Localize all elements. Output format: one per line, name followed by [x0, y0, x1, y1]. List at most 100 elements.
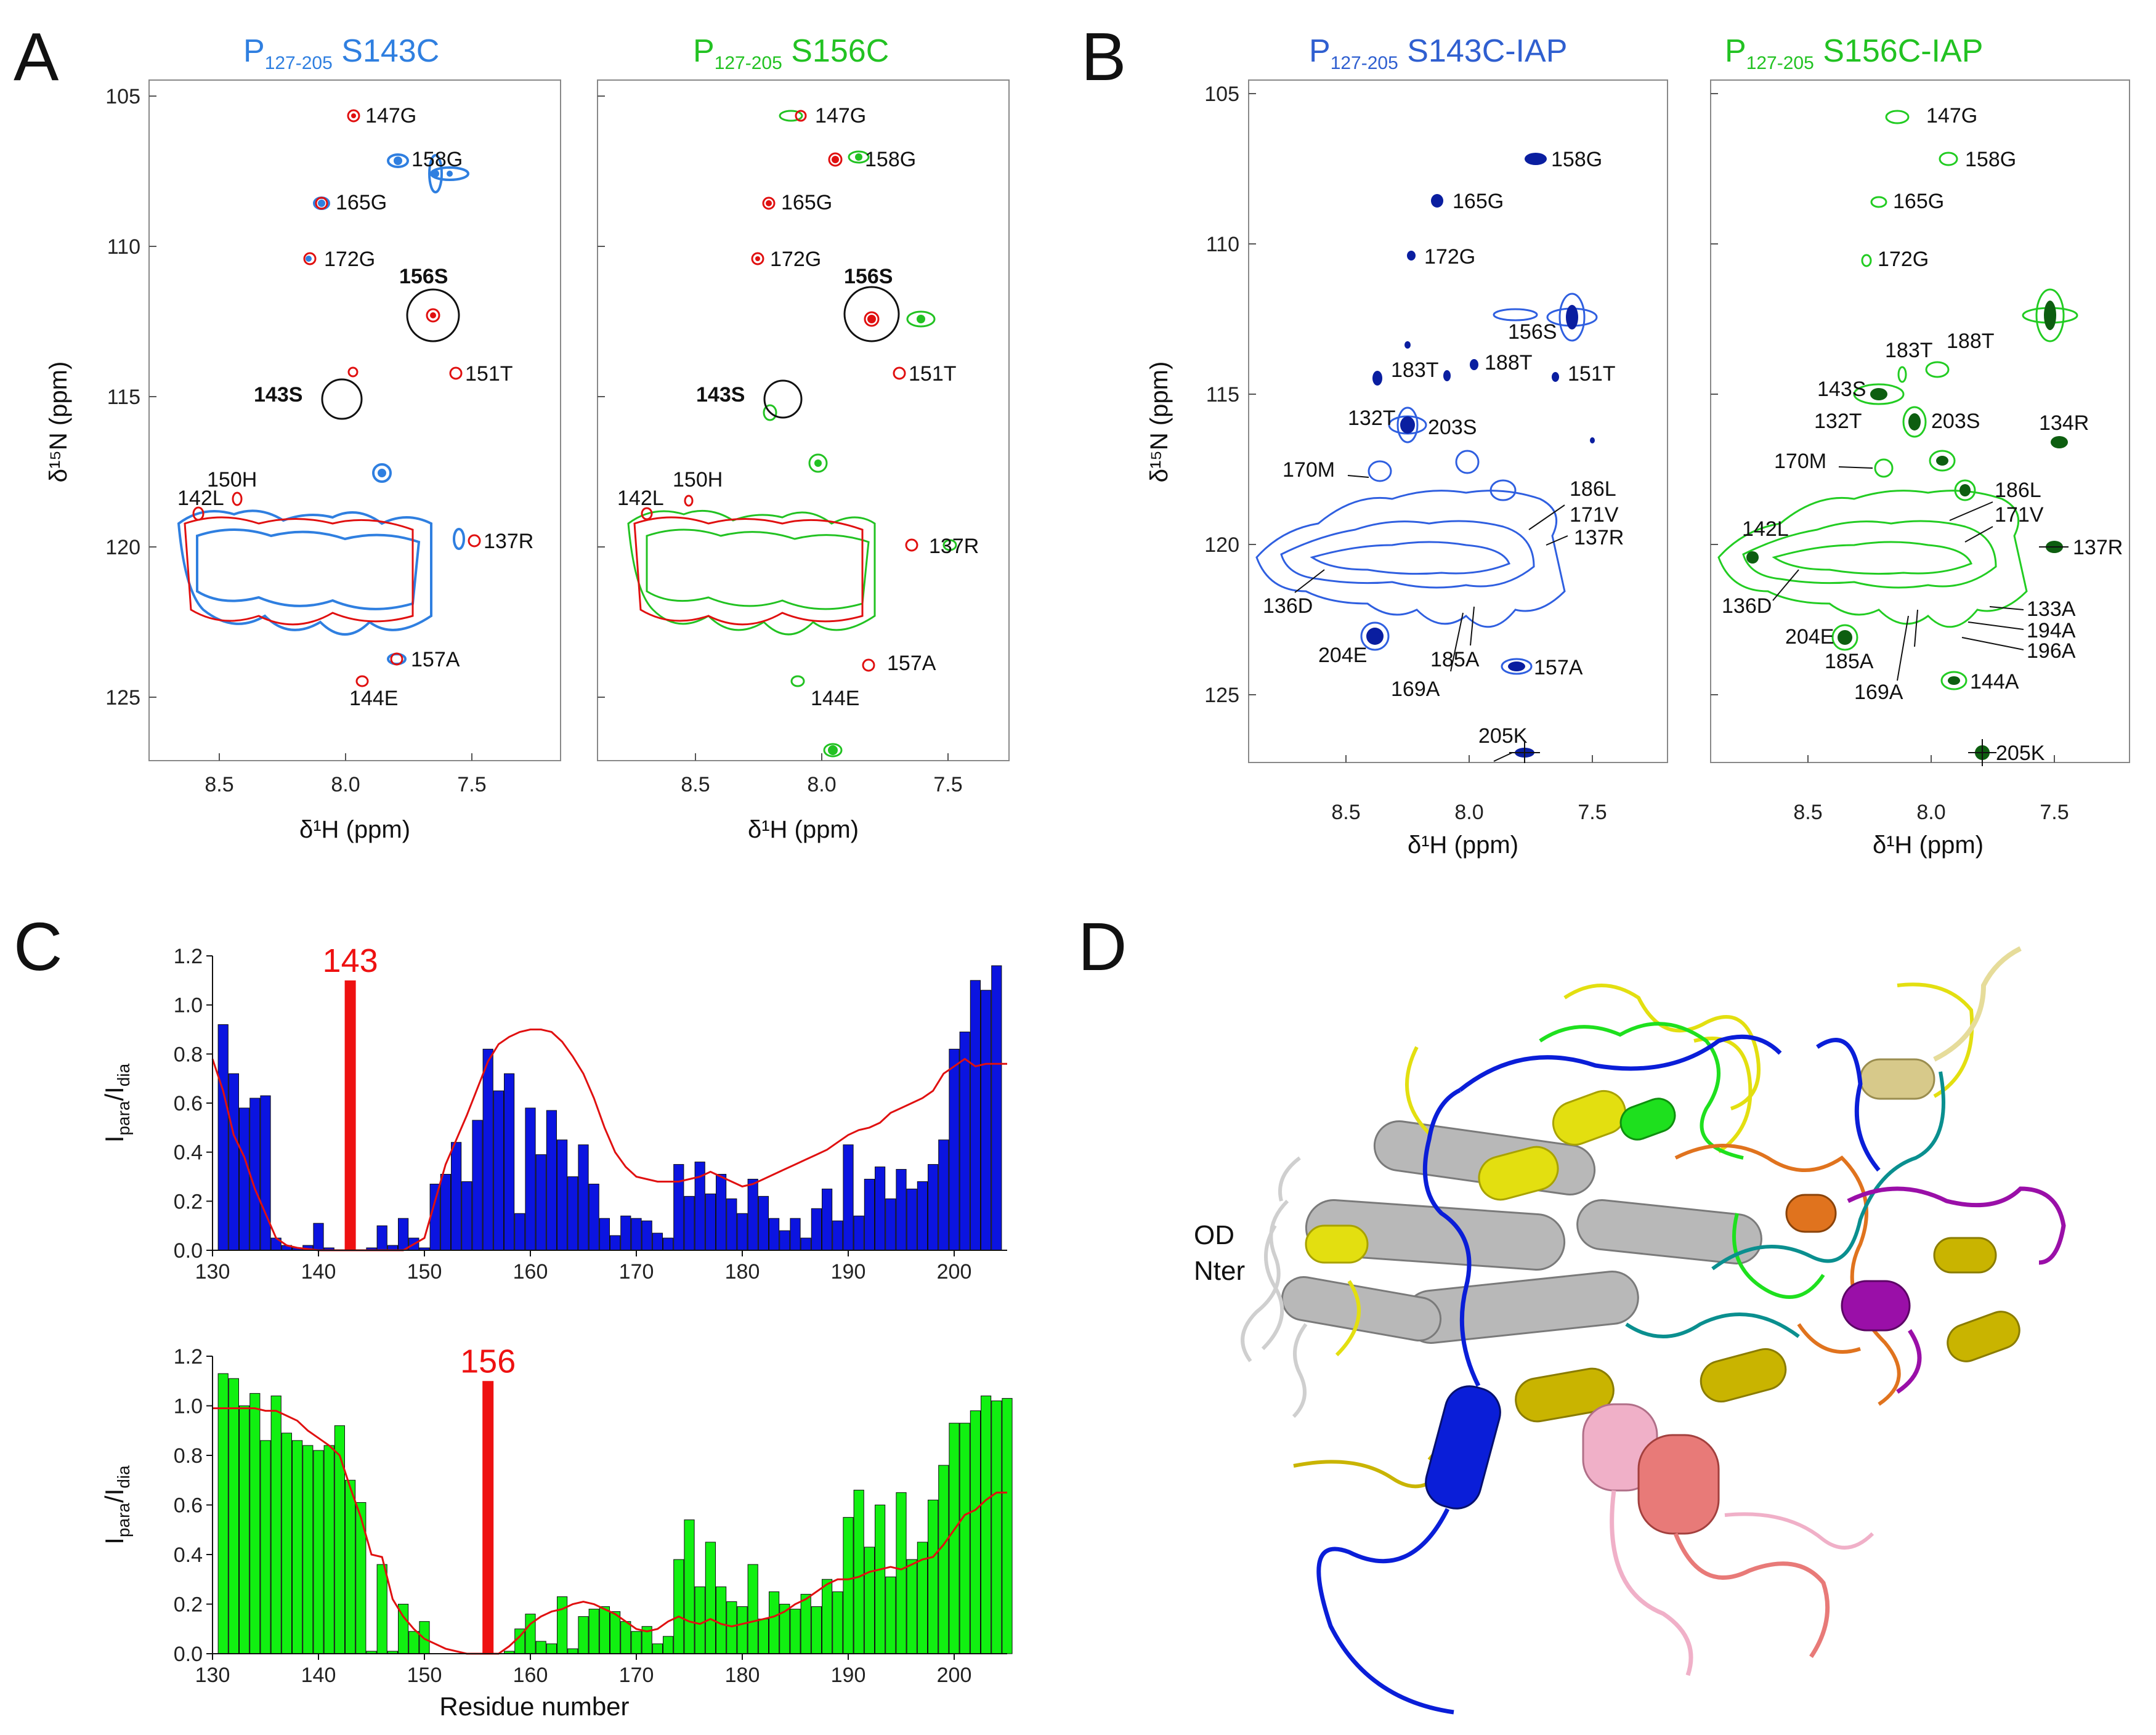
- spectrum-a2-labels: 147G 158G 165G 172G 156S 143S 151T 150H …: [617, 104, 979, 710]
- bar: [599, 1606, 610, 1654]
- peak-label: 185A: [1825, 650, 1874, 673]
- peak-label: 134R: [2039, 411, 2089, 435]
- bar: [726, 1198, 737, 1251]
- x-tick: 8.5: [1793, 801, 1822, 824]
- panel-letter-c: C: [14, 909, 62, 985]
- spectrum-b1-labels: 158G 165G 172G 156S 183T 188T 151T 132T …: [1263, 148, 1624, 762]
- bar: [260, 1095, 271, 1251]
- peak-label: 188T: [1947, 330, 1995, 353]
- bar: [906, 1188, 917, 1251]
- bar: [991, 965, 1002, 1251]
- bar: [949, 1048, 960, 1251]
- peak-label: 157A: [411, 648, 460, 671]
- peak-label: 143S: [254, 383, 302, 406]
- bar: [885, 1198, 896, 1251]
- x-tick: 8.0: [807, 773, 836, 796]
- bar: [705, 1542, 716, 1654]
- spectrum-a1-frame: [148, 79, 561, 761]
- spectrum-b2-peaks: [1717, 110, 2078, 766]
- bar: [376, 1564, 387, 1654]
- spectrum-a1-labels: 147G 158G 165G 172G 156S 143S 151T 150H …: [177, 104, 533, 710]
- x-tick-label: 140: [301, 1664, 336, 1687]
- y-tick: 115: [1206, 383, 1239, 406]
- peak-label: 132T: [1814, 410, 1862, 433]
- y-tick-label: 0.8: [174, 1444, 203, 1468]
- circle-156s-a2: [843, 286, 900, 342]
- x-tick: 8.0: [1916, 801, 1945, 824]
- panel-a1-x-axis-label: δ¹H (ppm): [299, 816, 410, 843]
- bar: [716, 1586, 727, 1654]
- bar: [684, 1519, 695, 1654]
- x-tick-label: 170: [619, 1664, 654, 1687]
- nter-label: Nter: [1194, 1256, 1245, 1286]
- bar: [864, 1547, 875, 1654]
- peak-label: 172G: [1424, 245, 1475, 269]
- spin-label-text: 143: [323, 942, 378, 979]
- peak-label: 143S: [696, 383, 745, 406]
- bar: [853, 1215, 864, 1251]
- spectrum-b2-labels: 147G 158G 165G 172G 183T 188T 143S 132T …: [1722, 104, 2123, 765]
- peak-label: 183T: [1885, 339, 1933, 362]
- bar: [249, 1393, 261, 1654]
- x-tick-label: 130: [195, 1260, 230, 1284]
- peak-label: 165G: [1893, 190, 1944, 213]
- bar: [747, 1564, 758, 1654]
- peak-label: 150H: [207, 468, 257, 491]
- peak-label: 172G: [1878, 248, 1929, 271]
- y-tick: 105: [1204, 83, 1239, 106]
- panel-a-x-ticks: 8.5 8.0 7.5 8.5 8.0 7.5: [205, 753, 963, 796]
- x-tick-label: 170: [619, 1260, 654, 1284]
- bar: [673, 1559, 684, 1654]
- bar: [663, 1237, 674, 1251]
- peak-label: 136D: [1722, 594, 1772, 618]
- peak-label: 171V: [1995, 503, 2044, 527]
- peak-label: 151T: [909, 362, 957, 386]
- panel-a-y-axis-label: δ¹⁵N (ppm): [45, 362, 72, 483]
- peak-label: 186L: [1570, 477, 1616, 501]
- y-axis-label: Ipara/Idia: [100, 1063, 133, 1143]
- y-tick: 120: [1204, 533, 1239, 557]
- peak-label: 165G: [336, 191, 387, 214]
- y-tick: 110: [1206, 233, 1239, 256]
- peak-label: 137R: [1574, 526, 1624, 549]
- bar: [472, 1120, 483, 1251]
- bar: [345, 1479, 356, 1654]
- bar: [843, 1517, 854, 1654]
- y-tick: 120: [105, 536, 140, 559]
- bar: [355, 1502, 367, 1654]
- bar: [970, 1410, 981, 1654]
- bar: [800, 1593, 811, 1654]
- peak-label: 156S: [1508, 320, 1557, 344]
- peak-label: 203S: [1428, 416, 1477, 439]
- peak-label: 170M: [1283, 458, 1335, 482]
- bar: [408, 1631, 419, 1654]
- peak-label: 172G: [770, 248, 821, 271]
- bar: [758, 1619, 769, 1654]
- bar: [546, 1643, 557, 1654]
- x-tick: 7.5: [457, 773, 486, 796]
- bar: [334, 1425, 345, 1654]
- x-tick: 8.5: [205, 773, 233, 796]
- x-tick: 8.0: [1454, 801, 1483, 824]
- bar: [588, 1609, 599, 1654]
- peak-label: 205K: [1996, 742, 2045, 765]
- bar: [938, 1465, 949, 1654]
- od-label: OD: [1194, 1220, 1234, 1250]
- bar: [270, 1395, 282, 1654]
- x-tick: 8.5: [1331, 801, 1360, 824]
- peak-label: 185A: [1430, 648, 1480, 671]
- spectrum-a2-title: P127-205 S156C: [693, 33, 889, 73]
- bar: [228, 1378, 239, 1654]
- peak-label: 151T: [1568, 362, 1616, 386]
- bar: [981, 990, 992, 1251]
- y-tick: 125: [105, 686, 140, 710]
- peak-label: 203S: [1931, 410, 1980, 433]
- bar: [970, 980, 981, 1251]
- spectrum-b2-frame: [1710, 79, 2130, 763]
- bar: [525, 1614, 536, 1654]
- spectrum-a1-peaks: [177, 109, 481, 687]
- bar: [557, 1139, 568, 1251]
- bar: [546, 1110, 557, 1251]
- y-axis-label: Ipara/Idia: [100, 1465, 133, 1545]
- bar: [440, 1174, 451, 1251]
